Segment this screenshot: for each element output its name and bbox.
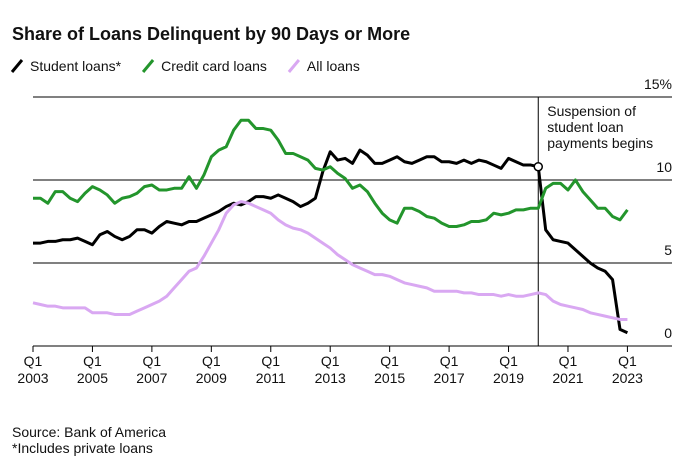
- x-tick-label: Q1 2019: [492, 353, 525, 386]
- footnote: *Includes private loans: [12, 440, 153, 456]
- series-line: [33, 148, 629, 335]
- legend-label: Credit card loans: [161, 58, 267, 74]
- annotation-text: Suspension of: [547, 103, 636, 119]
- y-tick-label: 10: [656, 159, 672, 175]
- x-tick-label: Q1 2009: [195, 353, 227, 386]
- series-line: [32, 200, 628, 321]
- legend-icon: [287, 59, 301, 73]
- x-tick-label: Q1 2007: [136, 353, 168, 386]
- legend-label: Student loans*: [30, 58, 122, 74]
- y-tick-label: 15%: [644, 76, 672, 92]
- series-line: [33, 118, 629, 228]
- legend-icon: [141, 59, 155, 73]
- x-tick-label: Q1 2015: [374, 353, 406, 386]
- annotation-text: payments begins: [547, 135, 653, 151]
- source: Source: Bank of America: [12, 424, 166, 440]
- y-tick-label: 0: [664, 325, 672, 341]
- annotation-text: student loan: [547, 119, 623, 135]
- x-tick-label: Q1 2003: [17, 353, 49, 386]
- legend-icon: [10, 59, 24, 73]
- chart-title: Share of Loans Delinquent by 90 Days or …: [12, 24, 410, 44]
- x-tick-label: Q1 2011: [255, 353, 286, 386]
- x-tick-label: Q1 2023: [611, 353, 643, 386]
- x-tick-label: Q1 2013: [314, 353, 346, 386]
- x-tick-label: Q1 2017: [433, 353, 465, 386]
- x-tick-label: Q1 2005: [76, 353, 109, 386]
- legend-label: All loans: [307, 58, 360, 74]
- x-tick-label: Q1 2021: [552, 353, 584, 386]
- y-tick-label: 5: [664, 242, 672, 258]
- annotation-marker: [533, 161, 544, 172]
